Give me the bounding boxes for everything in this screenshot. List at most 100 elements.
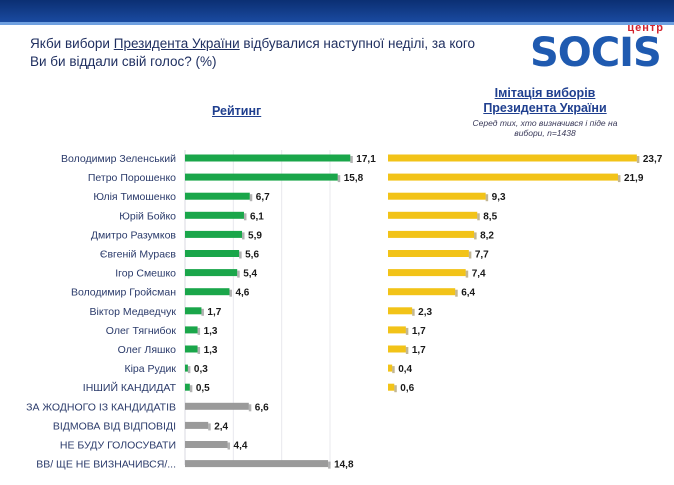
- simulation-header-line2: Президента України: [483, 101, 607, 115]
- rating-bar: [185, 345, 198, 353]
- rating-value-label: 1,3: [204, 345, 218, 356]
- rating-bar-shadow: [227, 442, 231, 450]
- simulation-bar-shadow: [405, 327, 409, 335]
- category-label: Євгеній Мураєв: [100, 249, 177, 261]
- category-label: Олег Тягнибок: [106, 325, 177, 337]
- rating-value-label: 0,5: [196, 383, 210, 394]
- rating-value-label: 5,9: [248, 230, 262, 241]
- rating-value-label: 15,8: [344, 173, 364, 184]
- rating-bar: [185, 326, 198, 334]
- rating-value-label: 1,7: [207, 307, 221, 318]
- category-label: Володимир Зеленський: [61, 153, 176, 165]
- category-label: Юлія Тимошенко: [93, 191, 176, 203]
- simulation-bar-shadow: [394, 385, 397, 393]
- rating-bar-shadow: [208, 423, 211, 431]
- simulation-value-label: 0,6: [400, 383, 414, 394]
- simulation-bar-shadow: [485, 194, 489, 202]
- rating-value-label: 6,6: [255, 402, 269, 413]
- simulation-bar: [388, 173, 618, 181]
- rating-bar-shadow: [187, 366, 191, 374]
- rating-bar-shadow: [242, 232, 245, 240]
- simulation-value-label: 2,3: [418, 307, 432, 318]
- simulation-bar-shadow: [477, 213, 480, 221]
- rating-bar: [185, 307, 202, 315]
- simulation-bar: [388, 288, 456, 296]
- simulation-value-label: 7,4: [472, 269, 486, 280]
- rating-value-label: 0,3: [194, 364, 208, 375]
- category-label: Дмитро Разумков: [91, 229, 177, 241]
- rating-bar-shadow: [189, 385, 193, 393]
- simulation-value-label: 1,7: [412, 326, 426, 337]
- simulation-bar: [388, 326, 406, 334]
- simulation-bar: [388, 250, 469, 257]
- simulation-header: Імітація виборів Президента України: [470, 86, 620, 116]
- category-label: ЗА ЖОДНОГО ІЗ КАНДИДАТІВ: [26, 401, 176, 413]
- rating-bar-shadow: [243, 213, 247, 221]
- simulation-bar: [388, 345, 406, 353]
- simulation-bar: [388, 230, 475, 238]
- rating-value-label: 5,4: [243, 269, 257, 280]
- rating-bar: [185, 173, 338, 181]
- rating-bar: [185, 250, 240, 257]
- top-banner-stripe: [0, 22, 674, 25]
- question-part1: Якби вибори: [30, 36, 114, 51]
- rating-bar: [185, 269, 238, 277]
- rating-bar-shadow: [239, 251, 242, 259]
- simulation-bar-shadow: [455, 289, 458, 297]
- simulation-header-line1: Імітація виборів: [494, 86, 596, 100]
- simulation-bar: [388, 211, 478, 219]
- top-banner: [0, 0, 674, 22]
- simulation-bar: [388, 307, 413, 315]
- simulation-bar-shadow: [636, 156, 640, 163]
- rating-bar-shadow: [229, 289, 232, 297]
- rating-value-label: 4,4: [234, 441, 248, 452]
- rating-value-label: 1,3: [204, 326, 218, 337]
- socis-logo: центр SOCIS: [530, 22, 670, 77]
- simulation-note: Серед тих, хто визначився і піде на вибо…: [472, 118, 618, 138]
- rating-bar: [185, 230, 243, 238]
- rating-bar: [185, 364, 188, 372]
- simulation-value-label: 21,9: [624, 173, 644, 184]
- simulation-bar-shadow: [392, 366, 395, 374]
- rating-bar: [185, 421, 209, 429]
- category-label: НЕ БУДУ ГОЛОСУВАТИ: [60, 440, 176, 452]
- rating-bar: [185, 460, 329, 468]
- category-label: Петро Порошенко: [88, 172, 176, 184]
- logo-subtitle: центр: [627, 22, 664, 34]
- simulation-bar-shadow: [468, 251, 472, 259]
- rating-bar-shadow: [197, 347, 201, 354]
- category-label: ІНШИЙ КАНДИДАТ: [83, 381, 177, 394]
- simulation-value-label: 0,4: [398, 364, 412, 375]
- rating-header: Рейтинг: [212, 104, 262, 118]
- simulation-bar: [388, 192, 486, 200]
- rating-bar-shadow: [249, 194, 253, 202]
- rating-value-label: 14,8: [334, 460, 354, 471]
- simulation-bar-shadow: [412, 308, 415, 316]
- simulation-value-label: 7,7: [475, 250, 489, 261]
- rating-value-label: 17,1: [356, 154, 376, 165]
- rating-bar: [185, 154, 351, 162]
- rating-value-label: 6,1: [250, 211, 264, 222]
- rating-bar: [185, 288, 230, 296]
- rating-value-label: 4,6: [235, 288, 249, 299]
- rating-value-label: 2,4: [214, 421, 228, 432]
- category-label: Олег Ляшко: [118, 344, 176, 356]
- rating-bar-shadow: [337, 175, 341, 183]
- rating-bar: [185, 402, 249, 410]
- simulation-value-label: 6,4: [461, 288, 475, 299]
- simulation-value-label: 9,3: [492, 192, 506, 203]
- question-text: Якби вибори Президента України відбували…: [30, 35, 490, 71]
- category-label: Юрій Бойко: [119, 210, 176, 222]
- rating-bar-shadow: [237, 270, 240, 278]
- rating-bar-shadow: [248, 404, 252, 412]
- question-highlight: Президента України: [113, 36, 240, 51]
- category-label: Ігор Смешко: [115, 268, 176, 280]
- category-label: Віктор Медведчук: [90, 306, 177, 318]
- rating-value-label: 6,7: [256, 192, 270, 203]
- simulation-bar-shadow: [405, 347, 409, 354]
- question-part2: відбувалися наступної неділі, за кого Ви…: [30, 36, 476, 69]
- simulation-value-label: 8,5: [483, 211, 497, 222]
- rating-bar-shadow: [328, 461, 331, 469]
- simulation-value-label: 8,2: [480, 230, 494, 241]
